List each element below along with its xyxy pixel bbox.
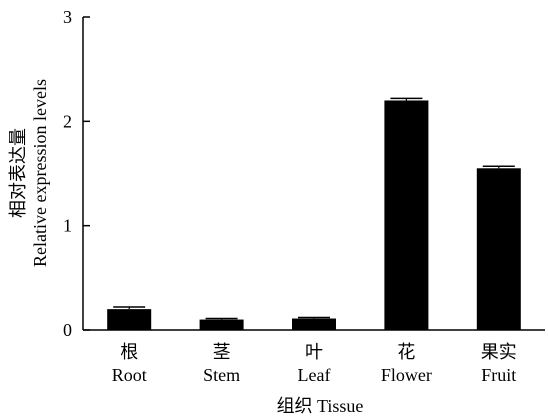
- bar: [199, 319, 244, 330]
- x-tick-label-en: Stem: [203, 365, 240, 385]
- labels: 0 1 2 3 根 Root 茎 Stem 叶 Leaf 花 Flower 果实 Fruit: [63, 7, 517, 385]
- bar: [292, 318, 336, 330]
- axes: [82, 16, 545, 331]
- bars: [107, 97, 521, 330]
- x-tick-label-en: Fruit: [481, 365, 516, 385]
- x-tick-label-en: Root: [112, 365, 147, 385]
- y-axis-title-en: Relative expression levels: [30, 79, 50, 267]
- bar: [476, 168, 521, 330]
- x-axis-title: 组织 Tissue: [277, 396, 364, 416]
- y-tick-label: 1: [63, 216, 72, 236]
- y-tick-label: 2: [63, 111, 72, 131]
- y-tick-label: 0: [63, 320, 72, 340]
- x-tick-label-zh: 茎: [213, 342, 231, 362]
- bar: [107, 309, 152, 330]
- x-tick-label-zh: 叶: [305, 342, 323, 362]
- x-tick-label-en: Flower: [381, 365, 432, 385]
- bar: [384, 100, 429, 330]
- x-tick-label-zh: 花: [397, 342, 415, 362]
- x-tick-label-zh: 根: [120, 342, 138, 362]
- y-tick-label: 3: [63, 7, 72, 27]
- y-axis-title-zh: 相对表达量: [8, 128, 28, 218]
- x-tick-label-zh: 果实: [481, 342, 517, 362]
- x-tick-label-en: Leaf: [298, 365, 331, 385]
